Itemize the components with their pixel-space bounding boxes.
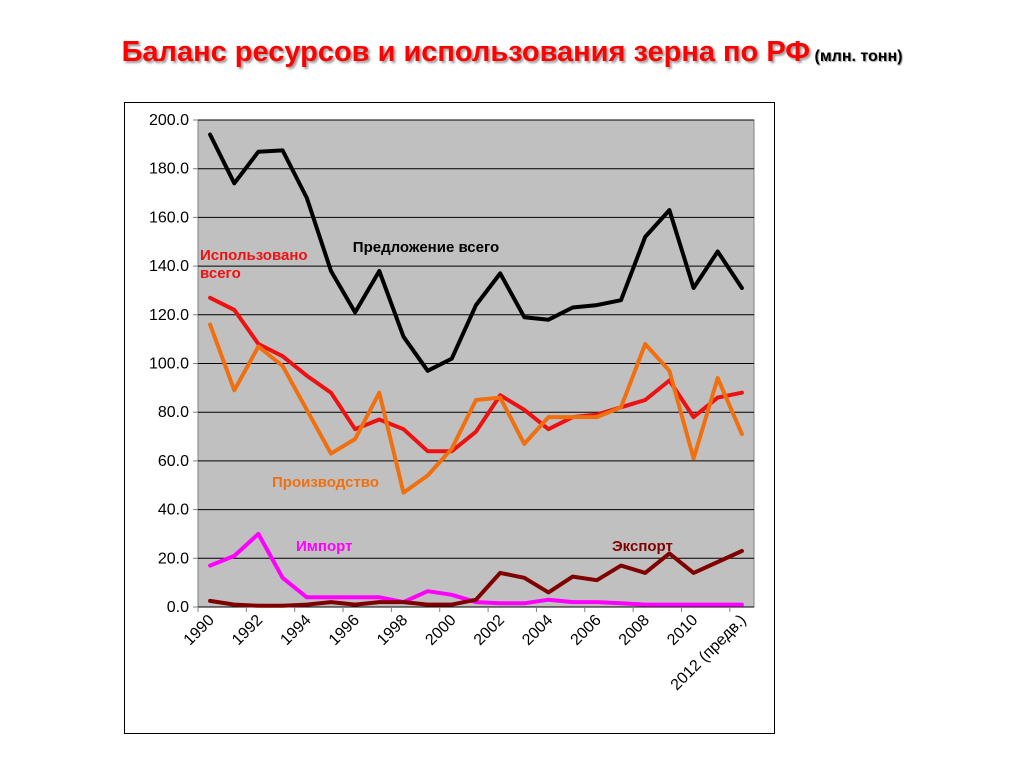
series-line-0 (208, 132, 744, 373)
x-tick-label: 1996 (326, 612, 363, 649)
y-axis-ticks: 0.0 20.0 40.0 60.0 80.0 100.0 120.0 140.0 160.0 1… (149, 112, 189, 616)
y-tick-label: 100.0 (149, 356, 189, 373)
y-tick-label: 140.0 (149, 258, 189, 275)
line-chart: 0.0 20.0 40.0 60.0 80.0 100.0 120.0 140.0 160.0 1… (149, 112, 755, 694)
gridlines (193, 119, 754, 612)
series-line-3 (208, 531, 744, 607)
y-tick-label: 160.0 (149, 209, 189, 226)
x-tick-label: 2010 (664, 612, 701, 649)
y-tick-label: 0.0 (167, 599, 189, 616)
x-tick-label: 1994 (277, 612, 314, 649)
y-tick-label: 200.0 (149, 112, 189, 129)
series-label-0: Предложение всего (353, 239, 499, 256)
series-label-1: Использовано всего (200, 247, 308, 282)
series-lines (208, 132, 744, 608)
x-tick-label: 1990 (181, 612, 218, 649)
series-line-1 (208, 295, 744, 454)
series-label-4: Экспорт (612, 538, 673, 555)
y-tick-label: 180.0 (149, 161, 189, 178)
series-line-2 (208, 322, 744, 495)
series-line-4 (208, 549, 744, 608)
series-label-2: Производство (272, 474, 379, 491)
y-tick-label: 20.0 (158, 550, 189, 567)
chart-title: Баланс ресурсов и использования зерна по… (0, 36, 1024, 69)
x-tick-label: 2006 (568, 612, 605, 649)
series-label-3: Импорт (296, 538, 352, 555)
y-tick-label: 40.0 (158, 502, 189, 519)
x-tick-label: 2008 (616, 612, 653, 649)
y-tick-label: 60.0 (158, 453, 189, 470)
chart-title-unit: (млн. тонн) (814, 48, 903, 65)
x-tick-label: 1992 (229, 612, 266, 649)
x-tick-label: 2004 (519, 612, 556, 649)
y-tick-label: 80.0 (158, 404, 189, 421)
x-tick-label: 1998 (374, 612, 411, 649)
y-tick-label: 120.0 (149, 307, 189, 324)
x-tick-label: 2002 (471, 612, 508, 649)
x-axis-ticks: 1990 1992 1994 1996 1998 2000 2002 2004 2006 2008… (181, 612, 750, 694)
x-tick-label: 2000 (422, 612, 459, 649)
series-annotations: Предложение всего Использовано всего Произв… (200, 239, 673, 555)
chart-title-main: Баланс ресурсов и использования зерна по… (121, 36, 811, 68)
